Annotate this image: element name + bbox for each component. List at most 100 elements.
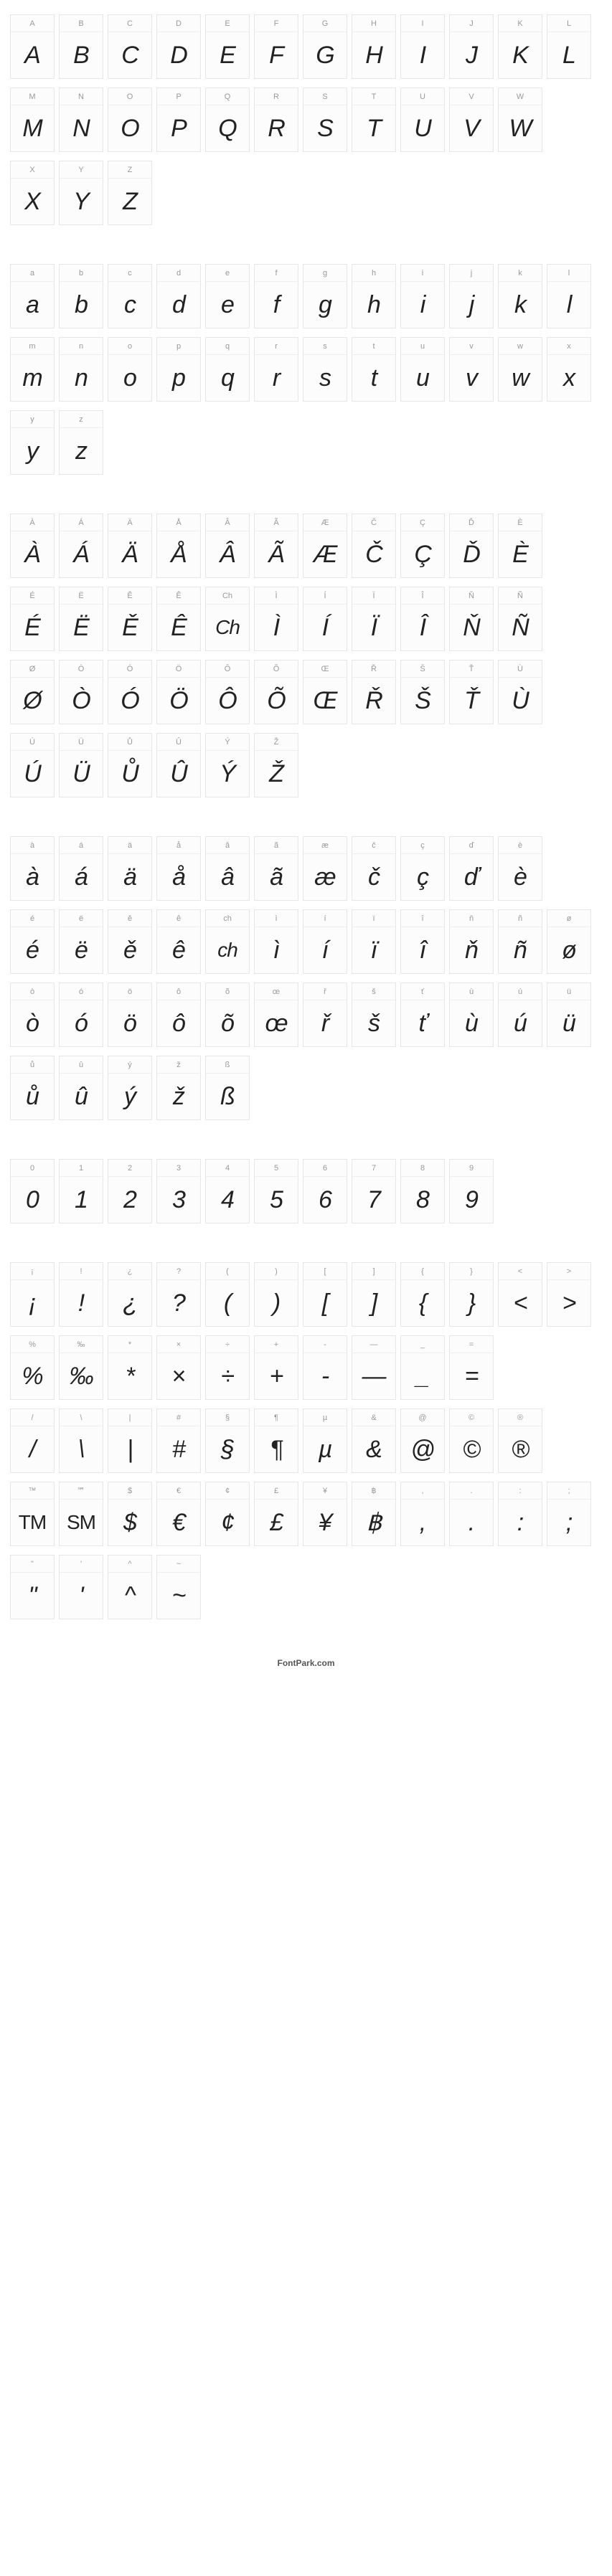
glyph-cell[interactable]: çç — [400, 836, 445, 901]
glyph-cell[interactable]: µµ — [303, 1408, 347, 1473]
glyph-cell[interactable]: ÛÛ — [156, 733, 201, 797]
glyph-cell[interactable]: ÁÁ — [59, 513, 103, 578]
glyph-cell[interactable]: ÝÝ — [205, 733, 250, 797]
glyph-cell[interactable]: šš — [352, 982, 396, 1047]
glyph-cell[interactable]: ++ — [254, 1335, 298, 1400]
glyph-cell[interactable]: QQ — [205, 87, 250, 152]
glyph-cell[interactable]: ßß — [205, 1056, 250, 1120]
glyph-cell[interactable]: ŮŮ — [108, 733, 152, 797]
glyph-cell[interactable]: ŠŠ — [400, 660, 445, 724]
glyph-cell[interactable]: öö — [108, 982, 152, 1047]
glyph-cell[interactable]: ťť — [400, 982, 445, 1047]
glyph-cell[interactable]: èè — [498, 836, 542, 901]
glyph-cell[interactable]: }} — [449, 1262, 494, 1327]
glyph-cell[interactable]: xx — [547, 337, 591, 402]
glyph-cell[interactable]: ÌÌ — [254, 587, 298, 651]
glyph-cell[interactable]: ÏÏ — [352, 587, 396, 651]
glyph-cell[interactable]: RR — [254, 87, 298, 152]
glyph-cell[interactable]: ññ — [498, 909, 542, 974]
glyph-cell[interactable]: NN — [59, 87, 103, 152]
glyph-cell[interactable]: ØØ — [10, 660, 55, 724]
glyph-cell[interactable]: TT — [352, 87, 396, 152]
glyph-cell[interactable]: DD — [156, 14, 201, 79]
glyph-cell[interactable]: ÒÒ — [59, 660, 103, 724]
glyph-cell[interactable]: ¡¡ — [10, 1262, 55, 1327]
glyph-cell[interactable]: ÂÂ — [205, 513, 250, 578]
glyph-cell[interactable]: ÜÜ — [59, 733, 103, 797]
glyph-cell[interactable]: ^^ — [108, 1555, 152, 1619]
glyph-cell[interactable]: KK — [498, 14, 542, 79]
glyph-cell[interactable]: ii — [400, 264, 445, 328]
glyph-cell[interactable]: 55 — [254, 1159, 298, 1223]
glyph-cell[interactable]: ůů — [10, 1056, 55, 1120]
glyph-cell[interactable]: .. — [449, 1482, 494, 1546]
glyph-cell[interactable]: ÇÇ — [400, 513, 445, 578]
glyph-cell[interactable]: ZZ — [108, 161, 152, 225]
glyph-cell[interactable]: œœ — [254, 982, 298, 1047]
glyph-cell[interactable]: gg — [303, 264, 347, 328]
glyph-cell[interactable]: OO — [108, 87, 152, 152]
glyph-cell[interactable]: << — [498, 1262, 542, 1327]
glyph-cell[interactable]: ùù — [449, 982, 494, 1047]
glyph-cell[interactable]: 88 — [400, 1159, 445, 1223]
glyph-cell[interactable]: ïï — [352, 909, 396, 974]
glyph-cell[interactable]: ŤŤ — [449, 660, 494, 724]
glyph-cell[interactable]: ÆÆ — [303, 513, 347, 578]
glyph-cell[interactable]: qq — [205, 337, 250, 402]
glyph-cell[interactable]: ×× — [156, 1335, 201, 1400]
glyph-cell[interactable]: yy — [10, 410, 55, 475]
glyph-cell[interactable]: LL — [547, 14, 591, 79]
glyph-cell[interactable]: §§ — [205, 1408, 250, 1473]
glyph-cell[interactable]: dd — [156, 264, 201, 328]
glyph-cell[interactable]: ÉÉ — [10, 587, 55, 651]
glyph-cell[interactable]: 22 — [108, 1159, 152, 1223]
glyph-cell[interactable]: 99 — [449, 1159, 494, 1223]
glyph-cell[interactable]: ?? — [156, 1262, 201, 1327]
glyph-cell[interactable]: nn — [59, 337, 103, 402]
glyph-cell[interactable]: %% — [10, 1335, 55, 1400]
glyph-cell[interactable]: !! — [59, 1262, 103, 1327]
glyph-cell[interactable]: ÖÖ — [156, 660, 201, 724]
glyph-cell[interactable]: uu — [400, 337, 445, 402]
glyph-cell[interactable]: óó — [59, 982, 103, 1047]
glyph-cell[interactable]: // — [10, 1408, 55, 1473]
glyph-cell[interactable]: ss — [303, 337, 347, 402]
glyph-cell[interactable]: àà — [10, 836, 55, 901]
glyph-cell[interactable]: áá — [59, 836, 103, 901]
glyph-cell[interactable]: €€ — [156, 1482, 201, 1546]
glyph-cell[interactable]: ®® — [498, 1408, 542, 1473]
glyph-cell[interactable]: íí — [303, 909, 347, 974]
glyph-cell[interactable]: ¢¢ — [205, 1482, 250, 1546]
glyph-cell[interactable]: UU — [400, 87, 445, 152]
glyph-cell[interactable]: ÕÕ — [254, 660, 298, 724]
glyph-cell[interactable]: rr — [254, 337, 298, 402]
glyph-cell[interactable]: ûû — [59, 1056, 103, 1120]
glyph-cell[interactable]: øø — [547, 909, 591, 974]
glyph-cell[interactable]: WW — [498, 87, 542, 152]
glyph-cell[interactable]: ™TM — [10, 1482, 55, 1546]
glyph-cell[interactable]: ää — [108, 836, 152, 901]
glyph-cell[interactable]: úú — [498, 982, 542, 1047]
glyph-cell[interactable]: || — [108, 1408, 152, 1473]
glyph-cell[interactable]: -- — [303, 1335, 347, 1400]
glyph-cell[interactable]: pp — [156, 337, 201, 402]
glyph-cell[interactable]: îî — [400, 909, 445, 974]
glyph-cell[interactable]: :: — [498, 1482, 542, 1546]
glyph-cell[interactable]: ~~ — [156, 1555, 201, 1619]
glyph-cell[interactable]: AA — [10, 14, 55, 79]
glyph-cell[interactable]: && — [352, 1408, 396, 1473]
glyph-cell[interactable]: YY — [59, 161, 103, 225]
glyph-cell[interactable]: òò — [10, 982, 55, 1047]
glyph-cell[interactable]: ÙÙ — [498, 660, 542, 724]
glyph-cell[interactable]: ôô — [156, 982, 201, 1047]
glyph-cell[interactable]: hh — [352, 264, 396, 328]
glyph-cell[interactable]: ěě — [108, 909, 152, 974]
glyph-cell[interactable]: BB — [59, 14, 103, 79]
glyph-cell[interactable]: čč — [352, 836, 396, 901]
glyph-cell[interactable]: ChCh — [205, 587, 250, 651]
glyph-cell[interactable]: ňň — [449, 909, 494, 974]
glyph-cell[interactable]: ČČ — [352, 513, 396, 578]
glyph-cell[interactable]: ÅÅ — [156, 513, 201, 578]
glyph-cell[interactable]: vv — [449, 337, 494, 402]
glyph-cell[interactable]: '' — [59, 1555, 103, 1619]
